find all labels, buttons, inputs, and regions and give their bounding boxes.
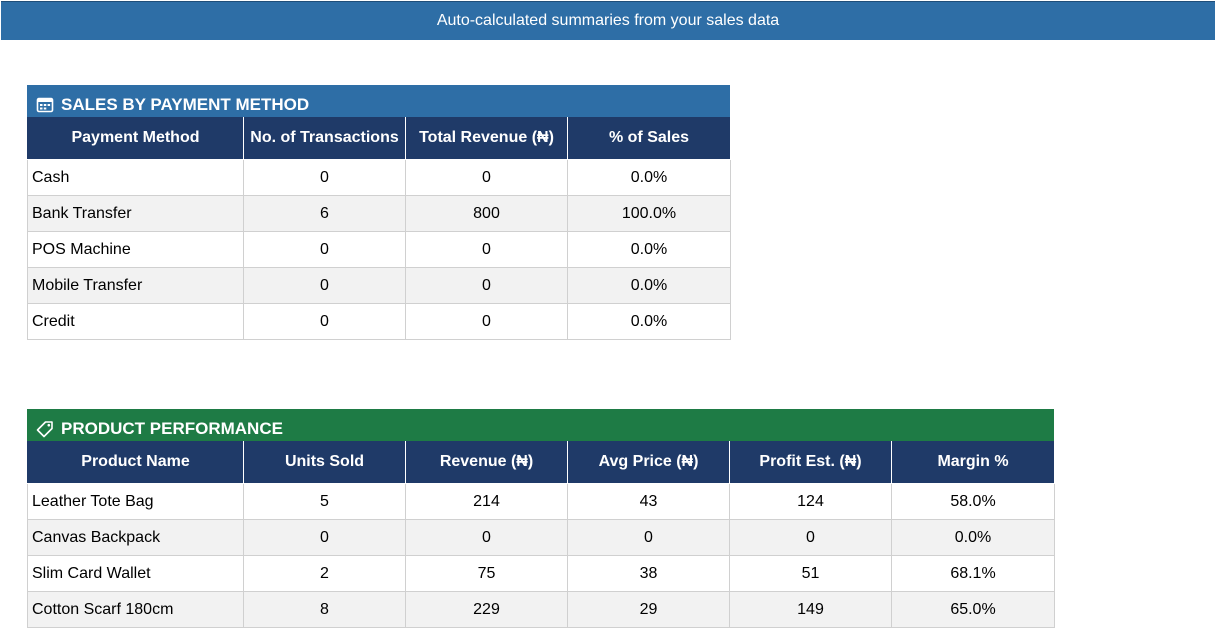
cell-revenue[interactable]: 214 — [405, 483, 568, 520]
product-section-header: PRODUCT PERFORMANCE — [27, 409, 1054, 441]
cell-percent-sales[interactable]: 0.0% — [567, 267, 731, 304]
table-row: Credit 0 0 0.0% — [27, 303, 731, 340]
cell-total-revenue[interactable]: 0 — [405, 267, 568, 304]
cell-total-revenue[interactable]: 0 — [405, 159, 568, 196]
table-row: Mobile Transfer 0 0 0.0% — [27, 267, 731, 304]
cell-transactions[interactable]: 6 — [243, 195, 406, 232]
payment-method-table: Payment Method No. of Transactions Total… — [27, 117, 731, 340]
cell-transactions[interactable]: 0 — [243, 267, 406, 304]
cell-transactions[interactable]: 0 — [243, 159, 406, 196]
table-row: Cotton Scarf 180cm 8 229 29 149 65.0% — [27, 591, 1055, 628]
cell-units-sold[interactable]: 0 — [243, 519, 406, 556]
cell-margin[interactable]: 58.0% — [891, 483, 1055, 520]
table-row: Canvas Backpack 0 0 0 0 0.0% — [27, 519, 1055, 556]
cell-avg-price[interactable]: 0 — [567, 519, 730, 556]
table-row: Bank Transfer 6 800 100.0% — [27, 195, 731, 232]
product-performance-table: Product Name Units Sold Revenue (₦) Avg … — [27, 441, 1055, 628]
cell-percent-sales[interactable]: 0.0% — [567, 231, 731, 268]
cell-payment-method[interactable]: Mobile Transfer — [27, 267, 244, 304]
cell-total-revenue[interactable]: 0 — [405, 231, 568, 268]
header-transactions[interactable]: No. of Transactions — [243, 117, 406, 160]
cell-units-sold[interactable]: 2 — [243, 555, 406, 592]
table-row: Leather Tote Bag 5 214 43 124 58.0% — [27, 483, 1055, 520]
cell-transactions[interactable]: 0 — [243, 303, 406, 340]
cell-units-sold[interactable]: 8 — [243, 591, 406, 628]
table-row: Cash 0 0 0.0% — [27, 159, 731, 196]
header-avg-price[interactable]: Avg Price (₦) — [567, 441, 730, 484]
header-revenue[interactable]: Revenue (₦) — [405, 441, 568, 484]
header-margin[interactable]: Margin % — [891, 441, 1055, 484]
cell-total-revenue[interactable]: 0 — [405, 303, 568, 340]
cell-payment-method[interactable]: Bank Transfer — [27, 195, 244, 232]
cell-transactions[interactable]: 0 — [243, 231, 406, 268]
cell-revenue[interactable]: 0 — [405, 519, 568, 556]
calendar-icon — [35, 95, 55, 115]
header-payment-method[interactable]: Payment Method — [27, 117, 244, 160]
cell-margin[interactable]: 65.0% — [891, 591, 1055, 628]
product-section-title: PRODUCT PERFORMANCE — [61, 419, 283, 438]
cell-payment-method[interactable]: Credit — [27, 303, 244, 340]
header-total-revenue[interactable]: Total Revenue (₦) — [405, 117, 568, 160]
cell-payment-method[interactable]: POS Machine — [27, 231, 244, 268]
payment-header-row: Payment Method No. of Transactions Total… — [27, 117, 731, 160]
cell-profit-est[interactable]: 149 — [729, 591, 892, 628]
header-product-name[interactable]: Product Name — [27, 441, 244, 484]
cell-total-revenue[interactable]: 800 — [405, 195, 568, 232]
cell-product-name[interactable]: Leather Tote Bag — [27, 483, 244, 520]
cell-profit-est[interactable]: 0 — [729, 519, 892, 556]
cell-avg-price[interactable]: 29 — [567, 591, 730, 628]
header-units-sold[interactable]: Units Sold — [243, 441, 406, 484]
cell-profit-est[interactable]: 51 — [729, 555, 892, 592]
tag-icon — [35, 419, 55, 439]
cell-product-name[interactable]: Cotton Scarf 180cm — [27, 591, 244, 628]
cell-percent-sales[interactable]: 100.0% — [567, 195, 731, 232]
cell-profit-est[interactable]: 124 — [729, 483, 892, 520]
cell-avg-price[interactable]: 38 — [567, 555, 730, 592]
header-percent-sales[interactable]: % of Sales — [567, 117, 731, 160]
cell-product-name[interactable]: Canvas Backpack — [27, 519, 244, 556]
product-header-row: Product Name Units Sold Revenue (₦) Avg … — [27, 441, 1055, 484]
table-row: Slim Card Wallet 2 75 38 51 68.1% — [27, 555, 1055, 592]
payment-section-title: SALES BY PAYMENT METHOD — [61, 95, 310, 114]
cell-revenue[interactable]: 75 — [405, 555, 568, 592]
header-profit-est[interactable]: Profit Est. (₦) — [729, 441, 892, 484]
table-row: POS Machine 0 0 0.0% — [27, 231, 731, 268]
cell-percent-sales[interactable]: 0.0% — [567, 159, 731, 196]
cell-product-name[interactable]: Slim Card Wallet — [27, 555, 244, 592]
cell-margin[interactable]: 0.0% — [891, 519, 1055, 556]
payment-section-header: SALES BY PAYMENT METHOD — [27, 85, 730, 117]
cell-avg-price[interactable]: 43 — [567, 483, 730, 520]
cell-units-sold[interactable]: 5 — [243, 483, 406, 520]
cell-margin[interactable]: 68.1% — [891, 555, 1055, 592]
cell-payment-method[interactable]: Cash — [27, 159, 244, 196]
banner-text: Auto-calculated summaries from your sale… — [436, 12, 780, 29]
summary-banner: Auto-calculated summaries from your sale… — [1, 1, 1215, 40]
cell-percent-sales[interactable]: 0.0% — [567, 303, 731, 340]
cell-revenue[interactable]: 229 — [405, 591, 568, 628]
